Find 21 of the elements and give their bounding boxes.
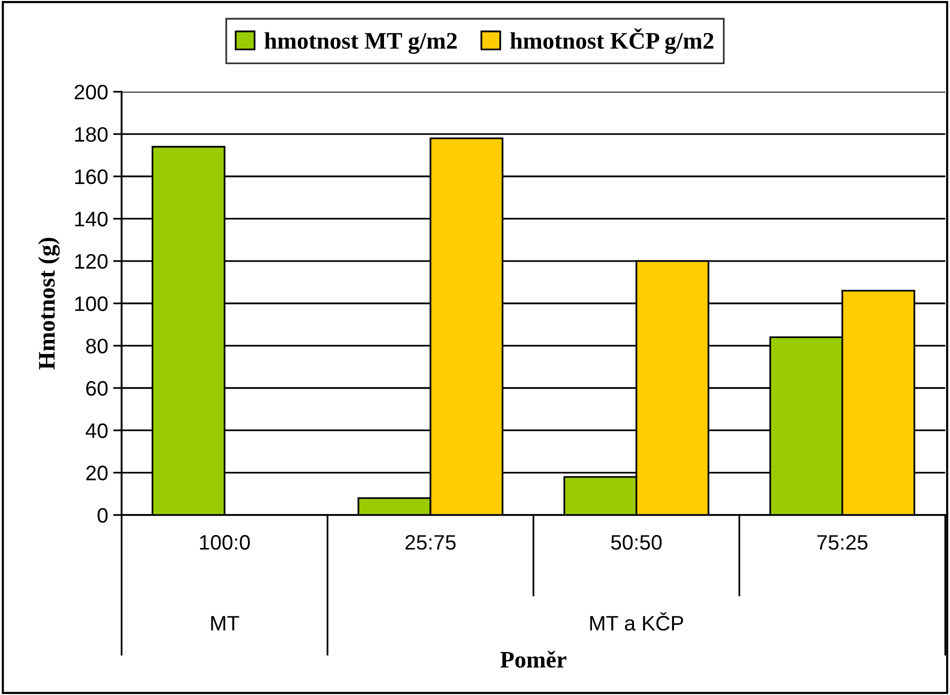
text: MT a KČP — [590, 612, 684, 631]
y-tick-label: 100 — [75, 296, 108, 312]
legend-label: hmotnost MT g/m2 — [264, 32, 457, 54]
y-tick-label: 180 — [75, 127, 108, 142]
y-tick-label: 160 — [75, 169, 108, 184]
y-tick-label: 120 — [75, 254, 108, 269]
y-tick-label: 20 — [86, 466, 108, 480]
x-tick-label: 25:75 — [405, 534, 456, 550]
x-axis-title: Poměr — [500, 650, 566, 668]
y-tick-label: 140 — [75, 212, 108, 226]
legend-label: hmotnost KČP g/m2 — [510, 28, 714, 54]
text: MT — [211, 616, 240, 630]
x-tick-label: 50:50 — [611, 534, 662, 550]
y-tick-label: 60 — [86, 381, 108, 396]
x-tick-label: 75:25 — [817, 534, 868, 550]
x-tick-label: 100:0 — [200, 534, 250, 550]
y-axis-title: Hmotnost (g) — [38, 238, 60, 370]
y-tick-label: 80 — [86, 338, 108, 354]
y-tick-label: 200 — [74, 84, 108, 100]
y-tick-label: 0 — [98, 508, 108, 523]
y-tick-label: 40 — [86, 423, 108, 438]
